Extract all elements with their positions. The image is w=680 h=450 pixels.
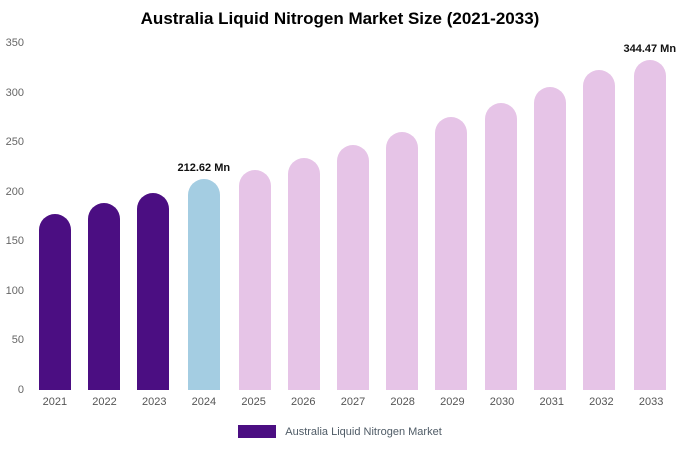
y-tick-100: 100 <box>5 284 24 297</box>
bar-2032[interactable] <box>582 69 615 390</box>
bar-slot-2028 <box>378 43 427 390</box>
bar-2033[interactable] <box>633 60 666 390</box>
bar-2022[interactable] <box>87 202 120 390</box>
x-label-2025: 2025 <box>241 396 266 408</box>
bar-2021[interactable] <box>38 213 71 390</box>
x-label-2029: 2029 <box>440 396 465 408</box>
bar-slot-2021 <box>30 43 79 390</box>
bar-slot-2027 <box>328 43 377 390</box>
legend: Australia Liquid Nitrogen Market <box>0 425 680 438</box>
chart-title: Australia Liquid Nitrogen Market Size (2… <box>140 9 540 28</box>
x-label-2032: 2032 <box>589 396 614 408</box>
bar-slot-2031 <box>525 43 574 390</box>
y-tick-150: 150 <box>5 235 24 248</box>
x-label-2024: 2024 <box>191 396 217 408</box>
y-tick-50: 50 <box>11 334 24 347</box>
bar-2027[interactable] <box>337 145 370 390</box>
bar-slot-2032 <box>574 43 623 390</box>
bar-slot-2030 <box>476 43 525 390</box>
bar-2029[interactable] <box>435 117 468 390</box>
bar-2024[interactable] <box>187 179 220 390</box>
y-tick-250: 250 <box>5 136 24 149</box>
y-tick-350: 350 <box>5 37 24 49</box>
x-label-2033: 2033 <box>638 396 664 408</box>
bar-slot-2025 <box>230 43 279 390</box>
x-label-2022: 2022 <box>92 396 117 408</box>
x-label-2026: 2026 <box>291 396 316 408</box>
bar-2031[interactable] <box>533 86 566 390</box>
data-label-2033: 344.47 Mn <box>623 43 677 55</box>
bar-slot-2022 <box>79 43 128 390</box>
y-tick-300: 300 <box>5 86 24 99</box>
legend-swatch <box>238 425 277 438</box>
bar-slot-2029 <box>427 43 476 390</box>
x-axis: 2021 2022 2023 2024 2025 2026 2027 2028 2029 2030… <box>30 396 676 408</box>
x-label-2031: 2031 <box>539 396 564 408</box>
bar-2030[interactable] <box>484 102 517 390</box>
bar-2026[interactable] <box>287 158 320 390</box>
x-label-2030: 2030 <box>489 396 515 408</box>
y-axis: 0 50 100 150 200 250 300 350 <box>0 37 26 396</box>
data-label-2024: 212.62 Mn <box>177 162 231 175</box>
bar-2028[interactable] <box>386 132 419 390</box>
bar-slot-2026 <box>279 43 328 390</box>
bar-slot-2023 <box>128 43 177 390</box>
y-tick-0: 0 <box>17 384 24 396</box>
x-label-2021: 2021 <box>42 396 68 408</box>
y-tick-200: 200 <box>5 185 24 198</box>
x-label-2027: 2027 <box>340 396 366 408</box>
bar-slot-2033: 344.47 Mn <box>623 43 676 390</box>
legend-label: Australia Liquid Nitrogen Market <box>285 425 442 438</box>
plot-area: 212.62 Mn 344.47 Mn <box>30 43 676 390</box>
bar-2025[interactable] <box>238 169 271 390</box>
x-label-2023: 2023 <box>141 396 167 408</box>
bar-slot-2024: 212.62 Mn <box>177 43 231 390</box>
bar-2023[interactable] <box>136 192 169 390</box>
x-label-2028: 2028 <box>390 396 415 408</box>
